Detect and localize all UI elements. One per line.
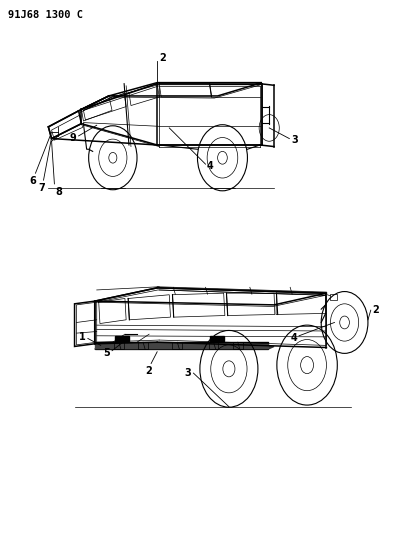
Text: 2: 2 (372, 305, 379, 315)
Polygon shape (95, 342, 268, 349)
Text: 9: 9 (69, 133, 76, 142)
Text: 4: 4 (207, 161, 214, 171)
Text: 91J68 1300 C: 91J68 1300 C (8, 10, 83, 20)
Text: 1: 1 (79, 332, 85, 342)
Text: 8: 8 (56, 187, 62, 197)
Bar (138, 342, 148, 349)
Text: 2: 2 (146, 366, 152, 376)
Text: 4: 4 (291, 333, 297, 343)
Polygon shape (210, 336, 224, 341)
Text: 2: 2 (159, 53, 166, 62)
Bar (114, 342, 124, 349)
Text: 3: 3 (291, 135, 298, 144)
Bar (330, 294, 337, 300)
Text: 3: 3 (185, 368, 191, 378)
Text: 7: 7 (39, 183, 45, 193)
Text: 5: 5 (103, 348, 110, 358)
Text: 6: 6 (30, 176, 36, 186)
Bar (172, 342, 182, 349)
Bar (209, 342, 218, 349)
Polygon shape (95, 346, 274, 349)
Polygon shape (115, 336, 129, 341)
Bar (233, 342, 243, 349)
